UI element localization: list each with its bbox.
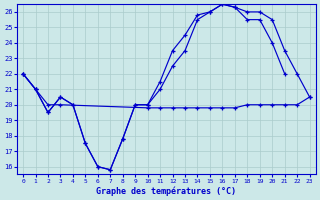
X-axis label: Graphe des températures (°C): Graphe des températures (°C) bbox=[96, 186, 236, 196]
